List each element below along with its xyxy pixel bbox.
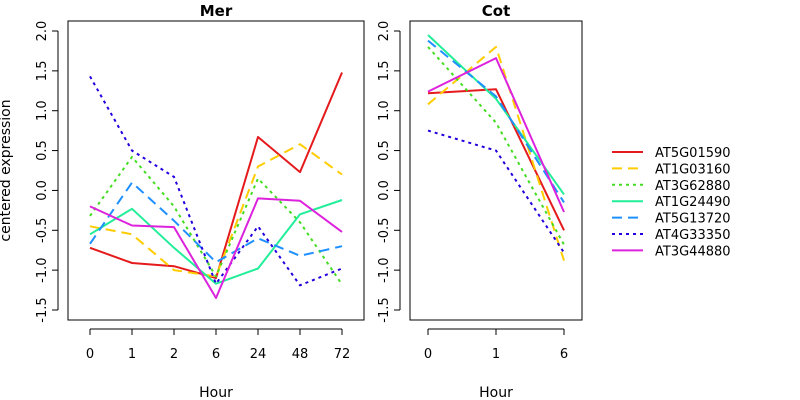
x-tick-label: 6 <box>212 347 220 362</box>
y-tick-label: 1.0 <box>377 100 392 121</box>
panel-cot: Cot -1.5 -1.0 -0.5 0.0 0.5 1.0 1.5 2.0 0 1 6 Hour <box>377 2 583 400</box>
legend-label: AT5G13720 <box>655 212 731 227</box>
legend-label: AT1G03160 <box>655 162 731 177</box>
y-tick-label: 1.5 <box>377 61 392 82</box>
y-tick-label: -1.0 <box>377 257 392 282</box>
x-tick-label: 2 <box>170 347 178 362</box>
y-tick-label: 0.0 <box>35 180 50 201</box>
x-tick-label: 48 <box>292 347 309 362</box>
legend-label: AT3G62880 <box>655 179 731 194</box>
y-axis-label: centered expression <box>0 99 14 241</box>
series-line-at4g33350 <box>89 75 343 287</box>
x-tick-label: 6 <box>560 347 568 362</box>
panel-mer: Mer -1.5 -1.0 -0.5 0.0 0.5 1.0 1.5 2.0 0 1 2 6 24 48 72… <box>0 2 365 400</box>
series-line-at5g13720 <box>89 181 343 264</box>
y-tick-label: -1.5 <box>377 297 392 322</box>
series-line-at3g62880 <box>89 155 343 286</box>
chart-title: Cot <box>482 2 510 20</box>
y-tick-label: 2.0 <box>377 21 392 42</box>
y-tick-label: -1.0 <box>35 257 50 282</box>
series-line-at4g33350 <box>427 129 565 254</box>
legend-label: AT1G24490 <box>655 195 731 210</box>
x-axis-label: Hour <box>199 385 233 400</box>
y-tick-label: -0.5 <box>35 218 50 243</box>
y-tick-label: -1.5 <box>35 297 50 322</box>
series-line-at1g03160 <box>89 143 343 278</box>
legend-label: AT4G33350 <box>655 228 731 243</box>
x-tick-label: 24 <box>250 347 267 362</box>
y-tick-label: 1.5 <box>35 61 50 82</box>
x-tick-label: 72 <box>334 347 351 362</box>
plot-frame <box>409 20 583 321</box>
x-tick-label: 0 <box>86 347 94 362</box>
series-line-at5g13720 <box>427 39 565 203</box>
plot-frame <box>67 20 365 321</box>
x-tick-label: 1 <box>492 347 500 362</box>
x-tick-label: 1 <box>128 347 136 362</box>
y-tick-label: 1.0 <box>35 100 50 121</box>
y-tick-label: 2.0 <box>35 21 50 42</box>
y-tick-label: 0.0 <box>377 180 392 201</box>
series-line-at5g01590 <box>89 72 343 280</box>
x-tick-label: 0 <box>424 347 432 362</box>
y-tick-label: 0.5 <box>377 140 392 161</box>
legend-label: AT5G01590 <box>655 146 731 161</box>
y-tick-label: 0.5 <box>35 140 50 161</box>
chart-title: Mer <box>200 2 233 20</box>
series-line-at1g03160 <box>427 45 565 261</box>
series-line-at3g62880 <box>427 46 565 246</box>
legend-label: AT3G44880 <box>655 244 731 259</box>
series-line-at3g44880 <box>427 57 565 213</box>
y-tick-label: -0.5 <box>377 218 392 243</box>
series-line-at3g44880 <box>89 197 343 299</box>
series-line-at1g24490 <box>89 199 343 285</box>
series-line-at5g01590 <box>427 88 565 231</box>
x-axis-label: Hour <box>479 385 513 400</box>
